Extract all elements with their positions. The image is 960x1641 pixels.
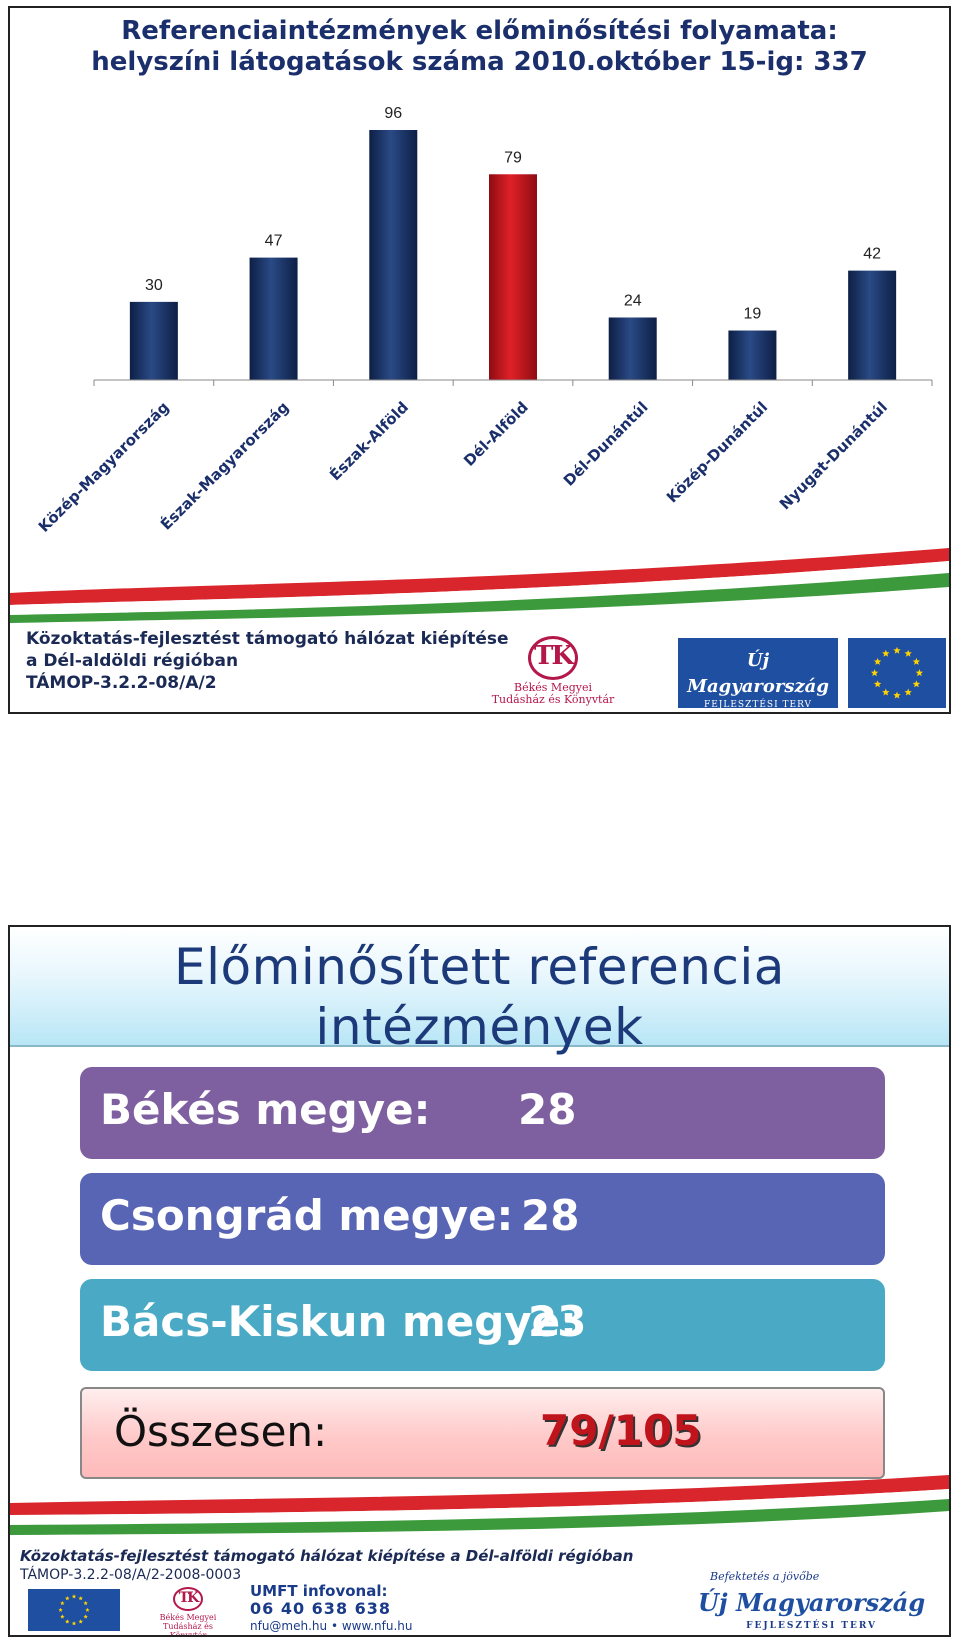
row-label: Bács-Kiskun megye: — [100, 1297, 577, 1346]
chart-title-line2: helyszíni látogatások száma 2010.október… — [91, 47, 868, 77]
row-value: 28 — [518, 1085, 577, 1134]
um-logo-main: Új Magyarország — [687, 650, 829, 697]
bar-kozep-magyarorszag — [129, 301, 178, 380]
eu-star-icon — [60, 1614, 65, 1619]
eu-star-icon — [912, 657, 921, 665]
eu-star-icon — [912, 680, 921, 688]
bmtk-mark-icon: TK — [528, 636, 578, 680]
um-logo-sub: FEJLESZTÉSI TERV — [703, 700, 813, 710]
eu-star-icon — [893, 691, 901, 699]
category-label-eszak-magyarorszag: Észak-Magyarország — [156, 397, 292, 533]
chart-title: Referenciaintézmények előminősítési foly… — [10, 16, 949, 78]
bar-del-alfold — [489, 174, 537, 380]
row-total: Összesen: 79/105 — [80, 1387, 885, 1479]
umft-infovonal: UMFT infovonal: 06 40 638 638 nfu@meh.hu… — [250, 1583, 412, 1634]
eu-star-icon — [904, 688, 912, 696]
bmtk-logo-line1: Békés Megyei — [514, 681, 592, 694]
uj-magyarorszag-logo: Új Magyarország FEJLESZTÉSI TERV — [698, 1585, 925, 1631]
bar-eszak-magyarorszag — [249, 257, 298, 380]
eu-flag-icon — [28, 1589, 120, 1631]
bar-kozep-dunantul — [728, 330, 777, 380]
eu-star-icon — [65, 1596, 70, 1601]
bar-nyugat-dunantul — [848, 270, 897, 380]
eu-flag-icon — [848, 638, 946, 708]
slide-visit-chart: 30 Közép-Magyarország 47 Észak-Magyarország… — [8, 6, 951, 714]
total-value: 79/105 — [540, 1406, 702, 1455]
flag-wave-band — [10, 1475, 949, 1535]
eu-star-icon — [58, 1607, 63, 1612]
row-value: 28 — [521, 1191, 580, 1240]
bar-eszak-alfold — [369, 130, 418, 380]
infovonal-contact: nfu@meh.hu • www.nfu.hu — [250, 1619, 413, 1633]
row-bacs-kiskun: Bács-Kiskun megye: 23 — [80, 1279, 885, 1371]
footer2-line1: Közoktatás-fejlesztést támogató hálózat … — [20, 1547, 634, 1565]
eu-star-icon — [893, 646, 901, 654]
category-label-eszak-alfold: Észak-Alföld — [325, 397, 412, 484]
eu-star-icon — [873, 680, 882, 688]
bmtk-logo: TK Békés Megyei Tudásház és Könyvtár — [488, 636, 618, 706]
slogan: Befektetés a jövőbe — [710, 1570, 820, 1583]
eu-star-icon — [65, 1619, 70, 1624]
eu-star-icon — [915, 669, 924, 677]
row-label: Csongrád megye: — [100, 1191, 514, 1240]
footer2-line2: TÁMOP-3.2.2-08/A/2-2008-0003 — [20, 1567, 242, 1583]
project-footer: Közoktatás-fejlesztést támogató hálózat … — [26, 628, 509, 694]
eu-star-icon — [882, 688, 890, 696]
eu-star-icon — [83, 1614, 88, 1619]
bmtk-mark-icon: TK — [173, 1587, 203, 1611]
row-value: 23 — [528, 1297, 587, 1346]
eu-star-icon — [904, 649, 912, 657]
bar-chart: 30 Közép-Magyarország 47 Észak-Magyarország… — [35, 105, 933, 536]
category-label-kozep-dunantul: Közép-Dunántúl — [663, 398, 771, 506]
bmtk-logo-line1: Békés Megyei — [159, 1613, 217, 1622]
bar-del-dunantul — [608, 317, 657, 380]
eu-star-icon — [83, 1601, 88, 1606]
category-label-del-alfold: Dél-Alföld — [460, 398, 532, 470]
row-csongrad: Csongrád megye: 28 — [80, 1173, 885, 1265]
eu-star-icon — [870, 669, 879, 677]
slide2-title: Előminősített referencia intézmények — [174, 938, 785, 1056]
eu-star-icon — [78, 1596, 83, 1601]
eu-star-icon — [882, 649, 890, 657]
total-label: Összesen: — [114, 1407, 328, 1456]
row-label: Békés megye: — [100, 1085, 431, 1134]
bmtk-logo-line2: Tudásház és Könyvtár — [491, 693, 615, 706]
uj-magyarorszag-logo: Új Magyarország FEJLESZTÉSI TERV — [678, 638, 838, 710]
eu-star-icon — [873, 657, 882, 665]
eu-star-icon — [85, 1607, 90, 1612]
data-label-nyugat-dunantul: 42 — [863, 246, 881, 263]
um-logo-main: Új Magyarország — [698, 1588, 926, 1617]
data-label-eszak-magyarorszag: 47 — [265, 233, 283, 250]
bmtk-logo-line2: Tudásház és Könyvtár — [162, 1622, 213, 1637]
row-bekes: Békés megye: 28 — [80, 1067, 885, 1159]
bmtk-logo: TK Békés Megyei Tudásház és Könyvtár — [148, 1587, 228, 1637]
data-label-del-alfold: 79 — [504, 149, 522, 166]
data-label-kozep-magyarorszag: 30 — [145, 277, 163, 294]
flag-wave-band — [10, 548, 949, 623]
eu-star-icon — [60, 1601, 65, 1606]
category-label-del-dunantul: Dél-Dunántúl — [560, 398, 652, 490]
footer-line3: TÁMOP-3.2.2-08/A/2 — [26, 673, 217, 693]
eu-star-icon — [71, 1621, 77, 1626]
data-label-eszak-alfold: 96 — [384, 105, 402, 122]
slide-prequalified-institutions: Előminősített referencia intézmények Bék… — [8, 925, 951, 1637]
data-label-del-dunantul: 24 — [624, 293, 642, 310]
infovonal-number: 06 40 638 638 — [250, 1599, 392, 1618]
eu-star-icon — [78, 1619, 83, 1624]
eu-star-icon — [71, 1594, 77, 1599]
footer-line1: Közoktatás-fejlesztést támogató hálózat … — [26, 629, 509, 649]
footer-line2: a Dél-aldöldi régióban — [26, 651, 239, 671]
chart-title-line1: Referenciaintézmények előminősítési foly… — [121, 16, 838, 46]
category-label-nyugat-dunantul: Nyugat-Dunántúl — [776, 398, 891, 513]
data-label-kozep-dunantul: 19 — [744, 306, 762, 323]
infovonal-title: UMFT infovonal: — [250, 1582, 388, 1600]
um-logo-sub: FEJLESZTÉSI TERV — [746, 1621, 877, 1631]
slide2-header: Előminősített referencia intézmények — [10, 927, 949, 1056]
category-label-kozep-magyarorszag: Közép-Magyarország — [35, 398, 173, 536]
